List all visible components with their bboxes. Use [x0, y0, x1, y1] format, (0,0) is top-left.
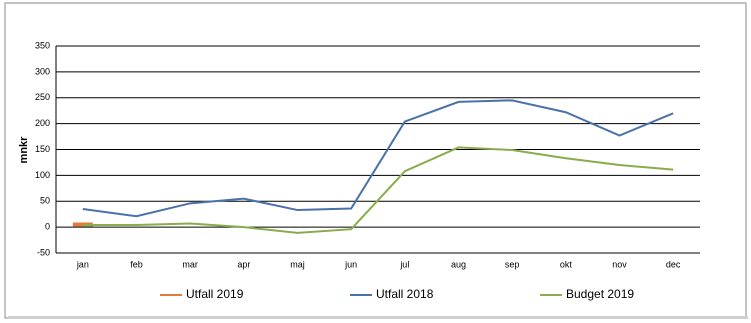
y-tick-label: 150 [35, 144, 50, 154]
x-tick-label: mar [182, 259, 198, 269]
series-line [82, 146, 674, 234]
y-tick-label: 100 [35, 170, 50, 180]
y-tick-label: 350 [35, 40, 50, 50]
frame-shadow [8, 316, 748, 319]
x-tick-label: sep [505, 259, 520, 269]
x-tick-label: okt [560, 259, 573, 269]
x-tick-label: nov [612, 259, 627, 269]
x-tick-label: jun [344, 259, 357, 269]
x-tick-label: jul [399, 259, 409, 269]
y-axis-title: mnkr [18, 136, 30, 164]
x-tick-label: apr [237, 259, 250, 269]
chart-frame [4, 2, 747, 319]
y-tick-label: 200 [35, 118, 50, 128]
y-tick-label: 50 [40, 196, 50, 206]
x-tick-label: maj [290, 259, 305, 269]
legend-label: Utfall 2019 [186, 287, 244, 301]
series-line [82, 99, 674, 218]
x-tick-label: dec [666, 259, 681, 269]
legend-label: Utfall 2018 [376, 287, 434, 301]
x-tick-label: aug [451, 259, 466, 269]
y-tick-label: -50 [37, 247, 50, 257]
x-tick-label: feb [130, 259, 143, 269]
legend-label: Budget 2019 [566, 287, 634, 301]
y-tick-label: 0 [45, 222, 50, 232]
x-tick-label: jan [76, 259, 89, 269]
y-tick-label: 250 [35, 92, 50, 102]
y-tick-label: 300 [35, 66, 50, 76]
